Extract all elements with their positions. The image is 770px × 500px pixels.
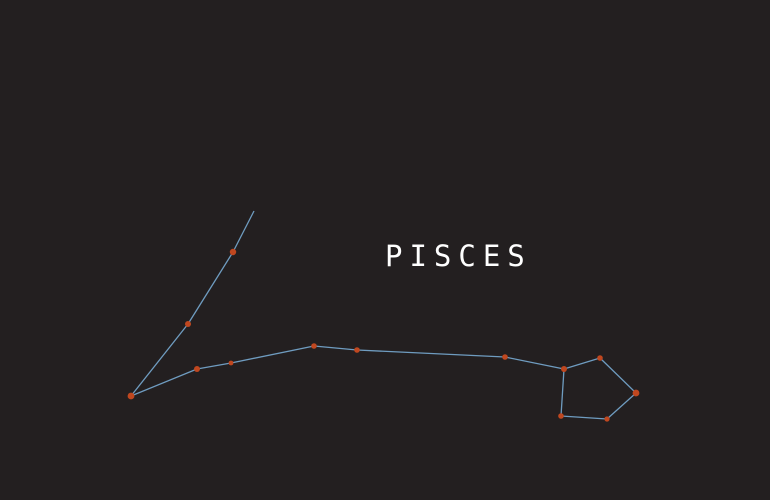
star <box>354 347 360 353</box>
star <box>311 343 317 349</box>
constellation-title: PISCES <box>385 238 532 274</box>
northern-fish-line <box>131 211 254 396</box>
star <box>229 361 234 366</box>
star <box>502 354 508 360</box>
star <box>561 366 567 372</box>
star <box>185 321 191 327</box>
star-alrescha <box>128 393 135 400</box>
constellation-lines <box>131 211 636 419</box>
star <box>633 390 640 397</box>
star <box>604 416 609 421</box>
star <box>230 249 236 255</box>
star <box>194 366 200 372</box>
star <box>597 355 603 361</box>
star <box>558 413 564 419</box>
circlet-asterism <box>561 358 636 419</box>
